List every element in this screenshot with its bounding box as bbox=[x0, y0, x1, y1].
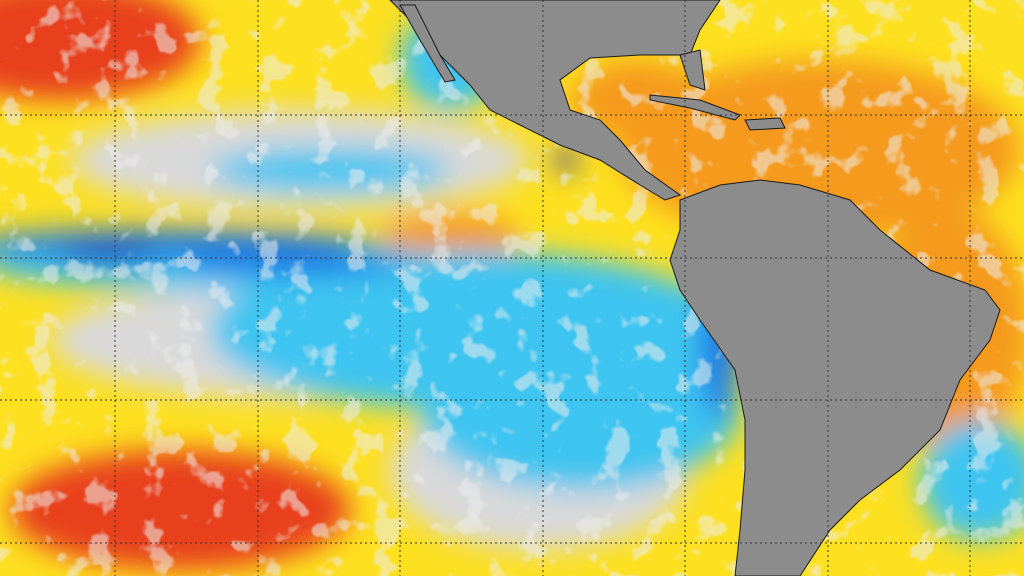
hispaniola bbox=[744, 117, 786, 131]
cuba bbox=[649, 94, 741, 121]
south-america bbox=[669, 179, 1001, 576]
baja-california bbox=[399, 4, 456, 83]
north-america bbox=[389, 0, 721, 201]
florida bbox=[679, 49, 706, 91]
land-mass bbox=[389, 0, 1001, 576]
